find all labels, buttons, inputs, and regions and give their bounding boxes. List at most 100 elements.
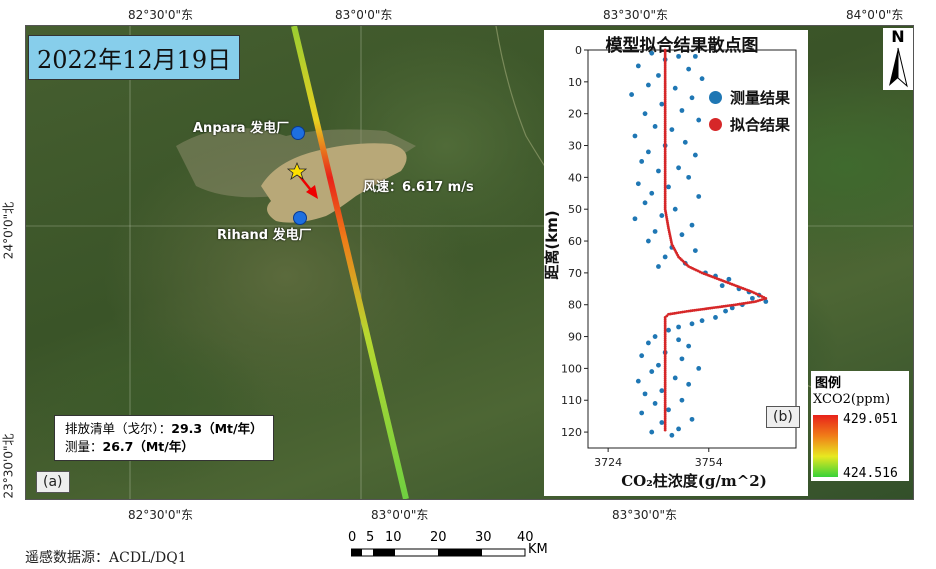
measured-point [635,378,641,384]
fit-point [663,355,667,358]
measured-point [632,133,638,139]
measured-point [729,305,735,311]
fit-point [663,374,667,378]
fit-point [663,378,667,382]
measured-point [652,334,658,339]
measured-point [679,397,685,403]
measured-point [686,381,692,387]
data-source: 遥感数据源：ACDL/DQ1 [25,550,187,566]
measured-point [676,53,681,59]
measured-point [669,432,675,438]
measured-point [699,76,705,82]
fit-point [663,52,667,56]
y-tick-label: 110 [561,394,582,407]
fit-point [663,359,667,362]
fit-point [663,148,667,151]
measured-point [629,92,635,97]
fit-series [663,48,768,432]
fit-point [663,86,667,90]
fit-point [663,339,667,342]
fit-point [663,406,667,410]
colorbar-legend: 图例 XCO2(ppm) 429.051 424.516 [811,371,909,481]
fit-point [663,116,667,120]
measured-point [635,63,641,69]
measured-point [686,66,692,72]
measured-point [666,327,671,333]
source-star-icon [286,161,308,180]
fit-point [663,58,667,62]
fit-point [663,122,667,126]
fit-point [663,187,667,191]
fit-point [663,84,667,88]
fit-point [663,349,667,352]
rihand-plant-label: Rihand 发电厂 [217,228,312,243]
rihand-plant-marker[interactable] [293,211,307,225]
fit-point [663,422,667,426]
scale-tick-40: 40 [517,530,534,545]
fit-point [663,94,667,98]
satellite-track [291,26,409,499]
measured-point [689,416,695,422]
measured-label: 测量： [65,439,103,454]
measured-point [763,299,769,304]
fit-point [663,142,667,145]
fit-point [663,136,667,139]
y-tick-label: 60 [568,235,582,248]
y-axis-ticks: 0 10 20 30 40 50 60 70 80 90 100 110 120 [561,44,588,439]
x-axis-ticks: 3724 3754 [594,448,723,469]
measured-point [719,283,725,289]
measured-point [713,315,718,320]
measured-point [662,254,668,260]
measured-point [689,321,695,327]
fit-point [663,110,667,114]
fit-point [663,177,667,181]
fit-point [663,376,667,380]
measured-point [679,356,685,362]
fit-point [663,138,667,141]
fit-point [663,92,667,96]
fit-point [663,72,667,76]
fit-point [663,181,667,185]
inventory-line: 排放清单（戈尔）：29.3（Mt/年） [65,420,263,438]
fit-point [663,370,667,374]
panel-b-tag: (b) [766,406,800,428]
fit-point [663,76,667,80]
fit-point [663,398,667,402]
anpara-plant-marker[interactable] [291,126,305,140]
fit-point [663,179,667,183]
measured-point [649,190,655,196]
fit-point [663,80,667,84]
fit-point [663,54,667,58]
colorbar-max: 429.051 [843,412,898,427]
x-tick-label: 3754 [695,456,723,469]
fit-point [663,195,667,199]
measured-value: 26.7 [102,439,134,454]
wind-arrow-head [306,185,318,199]
measured-point [696,366,702,371]
measured-point [659,388,665,394]
x-tick-label: 3724 [594,456,622,469]
measured-point [642,200,648,206]
measured-point [676,426,681,432]
fit-point [663,134,667,137]
fit-point [663,382,667,386]
fit-point [663,82,667,86]
fit-point [663,420,667,424]
colorbar-min: 424.516 [843,466,898,481]
emission-info-box: 排放清单（戈尔）：29.3（Mt/年） 测量：26.7（Mt/年） [54,415,274,461]
fit-point [663,343,667,346]
plot-area [587,49,797,449]
fit-point [663,64,667,68]
fit-point [663,388,667,392]
measured-line: 测量：26.7（Mt/年） [65,438,263,456]
fit-point [663,402,667,406]
measured-point [645,82,651,88]
fit-point [663,416,667,420]
lon-label-top-1: 82°30'0"东 [128,8,193,22]
scale-bar-graphic [351,548,526,557]
fit-point [663,112,667,116]
fit-point [663,426,667,430]
fit-point [663,96,667,100]
fit-point [663,197,667,201]
measured-point [676,324,681,330]
